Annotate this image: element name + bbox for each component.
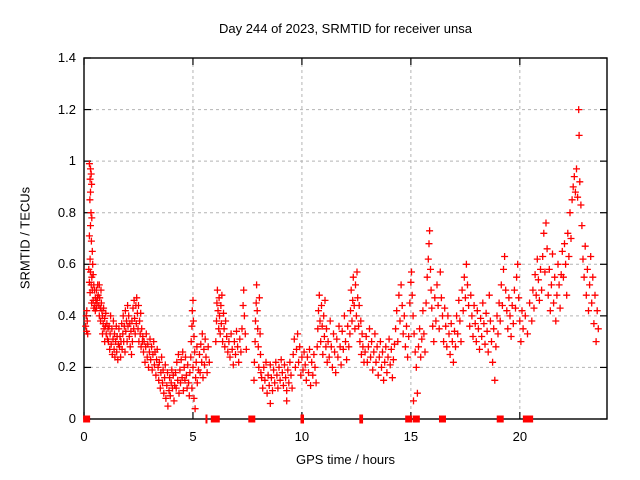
gap-square-marker — [83, 415, 91, 423]
gap-bar-marker — [359, 414, 362, 424]
y-tick-label: 0.8 — [57, 204, 76, 220]
chart-title: Day 244 of 2023, SRMTID for receiver uns… — [219, 21, 472, 36]
scatter-canvas — [82, 57, 608, 424]
gap-square-marker — [526, 415, 534, 423]
y-tick-label: 0.6 — [57, 256, 76, 272]
y-tick-label: 0.4 — [57, 307, 76, 323]
gap-square-marker — [438, 415, 446, 423]
y-tick-label: 1 — [68, 153, 76, 169]
gap-square-marker — [405, 415, 413, 423]
gap-square-marker — [412, 415, 420, 423]
x-tick-label: 5 — [189, 429, 197, 444]
x-tick-label: 20 — [512, 429, 528, 444]
y-tick-label: 0.2 — [57, 359, 76, 375]
gap-bar-marker — [361, 414, 364, 424]
gap-bar-marker — [300, 414, 303, 424]
plot-area — [82, 57, 608, 424]
y-tick-label: 1.4 — [57, 50, 76, 65]
x-axis-label: GPS time / hours — [296, 452, 395, 467]
x-tick-label: 15 — [403, 429, 419, 444]
gap-square-marker — [212, 415, 220, 423]
y-tick-label: 1.2 — [57, 101, 76, 117]
y-axis-label: SRMTID / TECUs — [17, 186, 33, 290]
gap-bar-marker — [302, 414, 305, 424]
x-tick-label: 0 — [80, 429, 88, 444]
data-points — [82, 106, 602, 413]
y-tick-label: 0 — [68, 411, 76, 426]
x-tick-label: 10 — [294, 429, 310, 444]
gap-bar-marker — [205, 414, 208, 424]
gap-square-marker — [496, 415, 504, 423]
gap-square-marker — [248, 415, 256, 423]
